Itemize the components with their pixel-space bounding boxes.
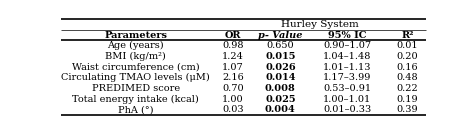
Text: 2.16: 2.16 [222,73,244,82]
Text: 1.24: 1.24 [222,52,244,61]
Text: 0.19: 0.19 [397,95,418,104]
Text: Age (years): Age (years) [108,41,164,50]
Text: 0.026: 0.026 [265,63,296,72]
Text: Hurley System: Hurley System [281,20,359,29]
Text: 0.008: 0.008 [265,84,296,93]
Text: 1.00: 1.00 [222,95,244,104]
Text: R²: R² [401,31,414,40]
Text: Circulating TMAO levels (μM): Circulating TMAO levels (μM) [62,73,210,82]
Text: 0.39: 0.39 [397,105,418,115]
Text: PREDIMED score: PREDIMED score [92,84,180,93]
Text: 0.004: 0.004 [265,105,296,115]
Text: 0.48: 0.48 [397,73,418,82]
Text: 1.07: 1.07 [222,63,244,72]
Text: 1.17–3.99: 1.17–3.99 [323,73,372,82]
Text: 0.650: 0.650 [266,41,294,50]
Text: 0.015: 0.015 [265,52,296,61]
Text: 0.20: 0.20 [397,52,418,61]
Text: 0.98: 0.98 [222,41,244,50]
Text: 1.04–1.48: 1.04–1.48 [323,52,372,61]
Text: PhA (°): PhA (°) [118,105,154,115]
Text: 0.90–1.07: 0.90–1.07 [323,41,371,50]
Text: 0.16: 0.16 [397,63,418,72]
Text: 0.01: 0.01 [397,41,418,50]
Text: 0.22: 0.22 [397,84,419,93]
Text: p- Value: p- Value [258,31,302,40]
Text: BMI (kg/m²): BMI (kg/m²) [105,52,166,61]
Text: Waist circumference (cm): Waist circumference (cm) [72,63,200,72]
Text: 0.014: 0.014 [265,73,296,82]
Text: 95% IC: 95% IC [328,31,366,40]
Text: 0.03: 0.03 [222,105,244,115]
Text: 0.01–0.33: 0.01–0.33 [323,105,372,115]
Text: OR: OR [225,31,241,40]
Text: 0.53–0.91: 0.53–0.91 [323,84,371,93]
Text: Parameters: Parameters [104,31,167,40]
Text: 0.025: 0.025 [265,95,296,104]
Text: 1.01–1.13: 1.01–1.13 [323,63,372,72]
Text: 1.00–1.01: 1.00–1.01 [323,95,372,104]
Text: Total energy intake (kcal): Total energy intake (kcal) [73,95,199,104]
Text: 0.70: 0.70 [222,84,244,93]
